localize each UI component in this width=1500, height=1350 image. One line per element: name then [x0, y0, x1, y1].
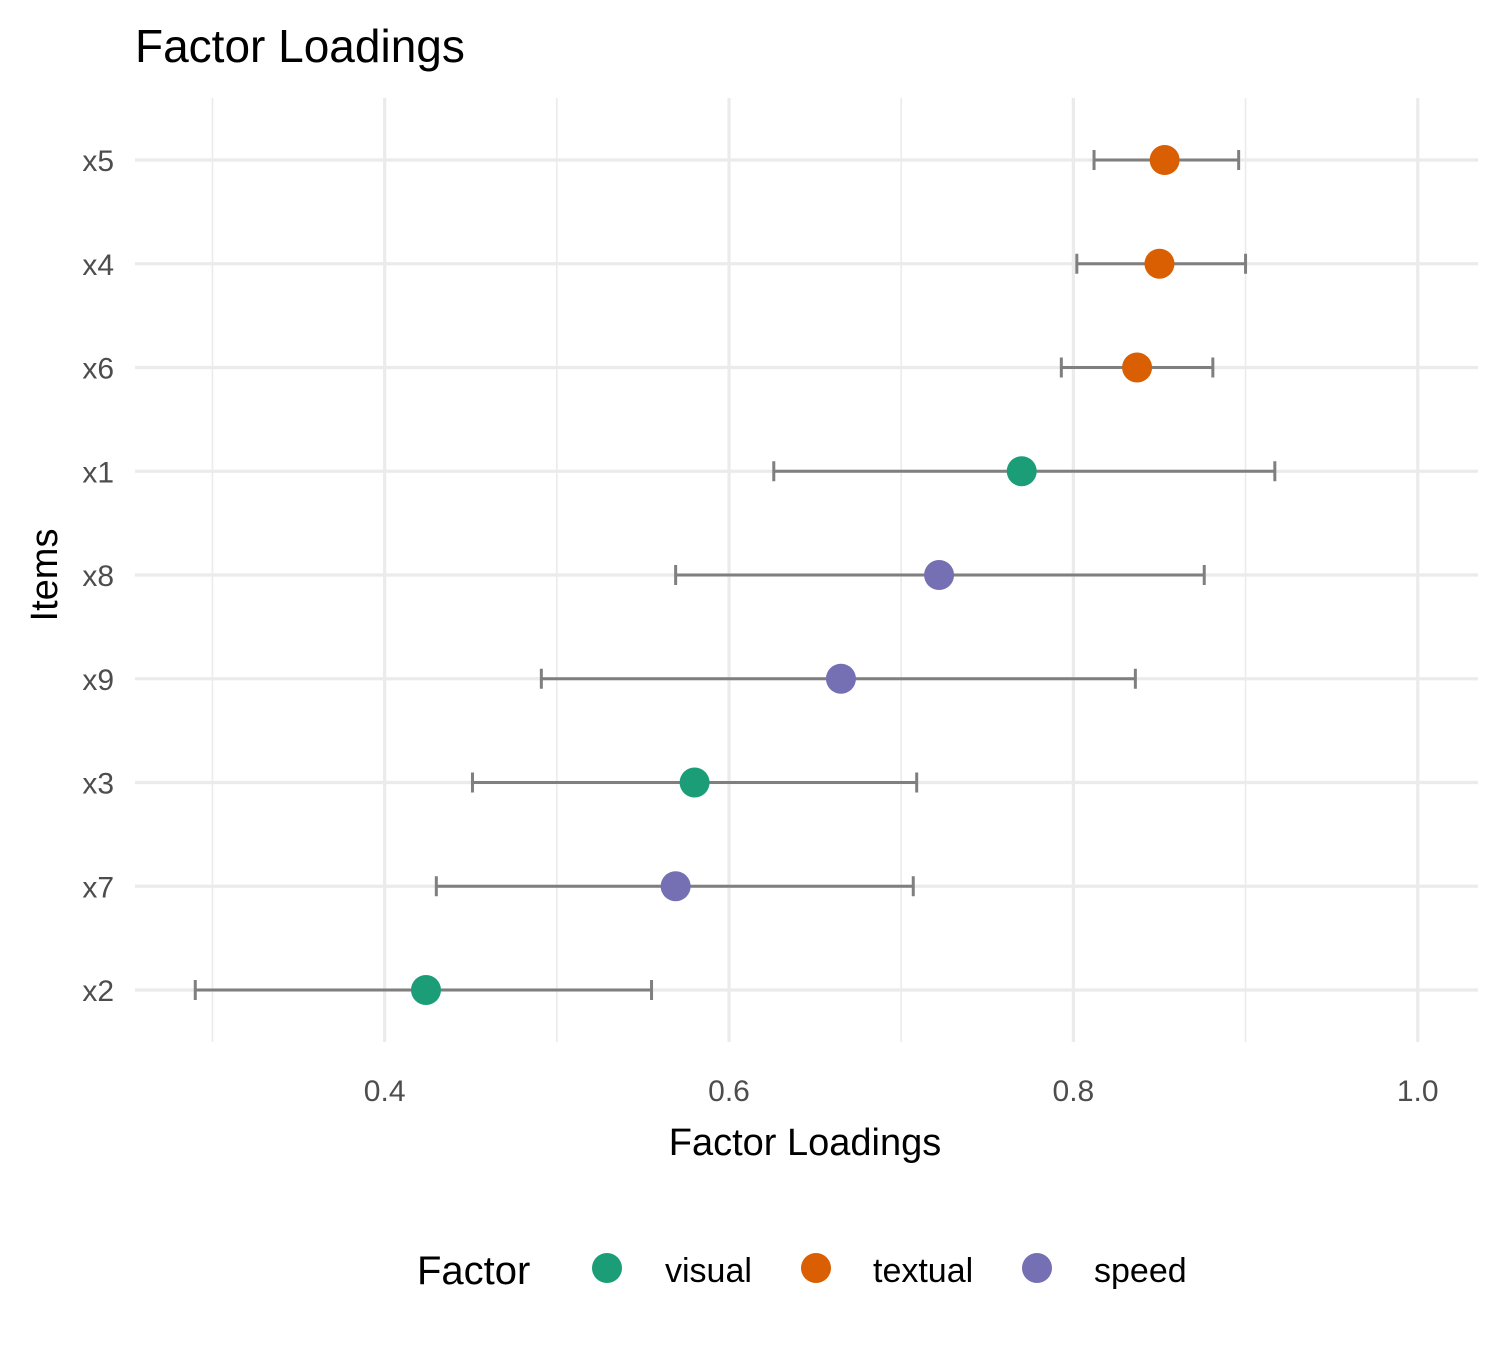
y-axis-ticks: x5 x4 x6 x1 x8 x9 x3 x7 x2 — [82, 145, 114, 1008]
point-x8 — [924, 560, 955, 590]
y-tick-label: x3 — [82, 768, 114, 801]
legend-key-textual — [801, 1253, 831, 1283]
x-tick-label: 0.4 — [364, 1075, 406, 1108]
point-x1 — [1006, 456, 1037, 487]
point-x6 — [1122, 352, 1153, 383]
y-tick-label: x6 — [82, 353, 114, 386]
point-x7 — [660, 871, 691, 902]
data-points — [410, 145, 1180, 1005]
x-tick-label: 0.8 — [1053, 1075, 1095, 1108]
x-axis-ticks: 0.4 0.6 0.8 1.0 — [364, 1075, 1439, 1108]
y-tick-label: x8 — [82, 560, 114, 593]
y-tick-label: x9 — [82, 664, 114, 697]
point-x5 — [1149, 145, 1180, 175]
grid — [135, 98, 1478, 1042]
y-tick-label: x1 — [82, 456, 114, 489]
y-tick-label: x5 — [82, 145, 114, 178]
x-tick-label: 0.6 — [708, 1075, 750, 1108]
y-tick-label: x4 — [82, 249, 114, 282]
legend-title: Factor — [417, 1249, 530, 1293]
legend-key-speed — [1022, 1253, 1052, 1283]
legend-label-textual: textual — [873, 1252, 973, 1290]
x-axis-title: Factor Loadings — [669, 1122, 942, 1164]
point-x9 — [825, 663, 856, 694]
y-axis-title: Items — [24, 529, 66, 622]
y-tick-label: x2 — [82, 975, 114, 1008]
point-x4 — [1144, 248, 1175, 279]
legend-key-visual — [592, 1253, 622, 1283]
point-x2 — [410, 975, 441, 1005]
chart-title: Factor Loadings — [135, 20, 465, 72]
point-x3 — [679, 767, 710, 798]
y-tick-label: x7 — [82, 871, 114, 904]
legend-label-visual: visual — [665, 1252, 752, 1290]
x-tick-label: 1.0 — [1397, 1075, 1439, 1108]
legend-label-speed: speed — [1094, 1252, 1187, 1290]
legend: Factor visual textual speed — [417, 1249, 1187, 1293]
